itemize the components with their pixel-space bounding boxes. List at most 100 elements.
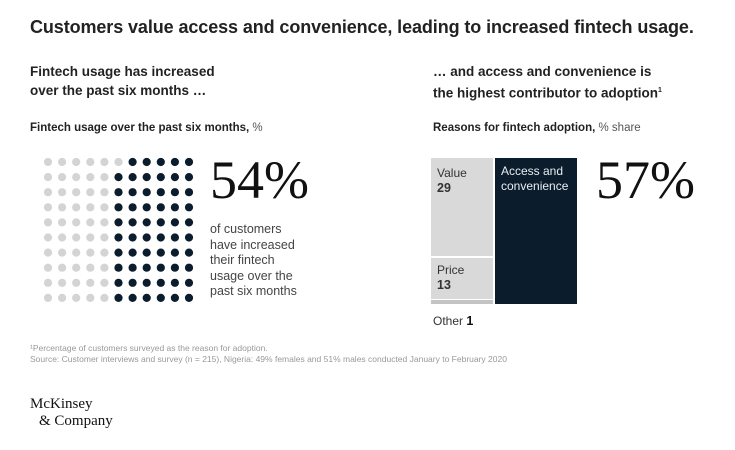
dot-filled — [184, 188, 194, 197]
dot-empty — [43, 263, 53, 272]
dot-filled — [156, 263, 165, 272]
dot-empty — [86, 157, 95, 167]
dot-empty — [58, 218, 67, 227]
usage-description-line: past six months — [210, 284, 297, 298]
dot-empty — [100, 173, 109, 182]
dot-filled — [114, 188, 123, 197]
usage-description: of customers have increased their fintec… — [210, 222, 330, 300]
other-segment-label: Other 1 — [433, 314, 473, 328]
dot-filled — [142, 173, 151, 182]
dot-empty — [86, 188, 95, 197]
dot-filled — [142, 233, 151, 242]
dot-filled — [142, 278, 151, 287]
dot-filled — [184, 278, 194, 287]
dot-empty — [72, 157, 81, 167]
dot-filled — [142, 157, 151, 167]
dot-filled — [128, 218, 137, 227]
right-chart-unit: % share — [598, 122, 641, 134]
dot-filled — [114, 233, 123, 242]
right-subtitle-line2: the highest contributor to adoption — [433, 85, 658, 101]
value-segment-value: 29 — [437, 181, 451, 195]
dot-filled — [184, 248, 194, 257]
access-segment-label-line1: Access and — [501, 164, 564, 178]
dot-filled — [156, 248, 165, 257]
dot-empty — [72, 203, 81, 212]
dot-filled — [170, 173, 179, 182]
dot-empty — [72, 233, 81, 242]
price-segment: Price 13 — [431, 258, 493, 299]
dot-empty — [58, 263, 67, 272]
dot-empty — [72, 278, 81, 287]
dot-filled — [128, 173, 137, 182]
dot-empty — [86, 203, 95, 212]
dot-empty — [43, 157, 53, 167]
dot-empty — [100, 293, 109, 302]
dot-empty — [58, 203, 67, 212]
usage-description-line: usage over the — [210, 268, 293, 283]
dot-filled — [142, 248, 151, 257]
left-subtitle: Fintech usage has increased over the pas… — [30, 62, 270, 100]
dot-filled — [184, 293, 194, 302]
dot-filled — [170, 188, 179, 197]
dot-empty — [86, 248, 95, 257]
dot-filled — [156, 218, 165, 227]
dot-filled — [142, 263, 151, 272]
dot-filled — [114, 248, 123, 257]
dot-empty — [100, 218, 109, 227]
dot-filled — [184, 203, 194, 212]
dot-empty — [100, 188, 109, 197]
logo-line1: McKinsey — [30, 396, 93, 412]
dot-empty — [58, 173, 67, 182]
right-subtitle-line1: … and access and convenience is — [433, 64, 652, 79]
dot-empty — [43, 188, 53, 197]
price-segment-label: Price — [437, 263, 465, 277]
dot-empty — [72, 173, 81, 182]
dot-filled — [156, 157, 165, 167]
dot-filled — [128, 263, 137, 272]
dot-empty — [86, 293, 95, 302]
left-subtitle-line1: Fintech usage has increased — [30, 64, 215, 79]
dot-filled — [156, 233, 165, 242]
dot-empty — [100, 203, 109, 212]
dot-filled — [184, 173, 194, 182]
access-segment: Access and convenience — [495, 158, 577, 304]
dot-filled — [114, 278, 123, 287]
dot-empty — [58, 293, 67, 302]
dot-empty — [43, 203, 53, 212]
dot-filled — [142, 218, 151, 227]
dot-empty — [86, 278, 95, 287]
dot-filled — [128, 293, 137, 302]
dot-filled — [170, 233, 179, 242]
left-chart-label: Fintech usage over the past six months, … — [30, 122, 263, 134]
footnote: ¹Percentage of customers surveyed as the… — [30, 343, 268, 353]
dot-empty — [43, 218, 53, 227]
dot-empty — [58, 248, 67, 257]
dot-empty — [58, 188, 67, 197]
dot-filled — [142, 293, 151, 302]
dot-empty — [100, 248, 109, 257]
dot-filled — [156, 278, 165, 287]
footnote-mark: 1 — [657, 87, 662, 94]
dot-filled — [114, 218, 123, 227]
dot-empty — [58, 233, 67, 242]
dot-filled — [128, 203, 137, 212]
dot-filled — [114, 173, 123, 182]
dot-empty — [72, 248, 81, 257]
dot-empty — [100, 263, 109, 272]
dot-empty — [72, 293, 81, 302]
dot-filled — [170, 203, 179, 212]
dot-filled — [184, 263, 194, 272]
dot-empty — [58, 278, 67, 287]
dot-filled — [170, 248, 179, 257]
dot-empty — [43, 233, 53, 242]
dot-empty — [43, 293, 53, 302]
dot-filled — [170, 157, 179, 167]
dot-filled — [156, 293, 165, 302]
dot-filled — [114, 293, 123, 302]
dot-empty — [58, 157, 67, 167]
dot-filled — [128, 188, 137, 197]
dot-filled — [170, 278, 179, 287]
dot-empty — [86, 233, 95, 242]
value-segment-label: Value — [437, 166, 467, 180]
dot-empty — [86, 263, 95, 272]
